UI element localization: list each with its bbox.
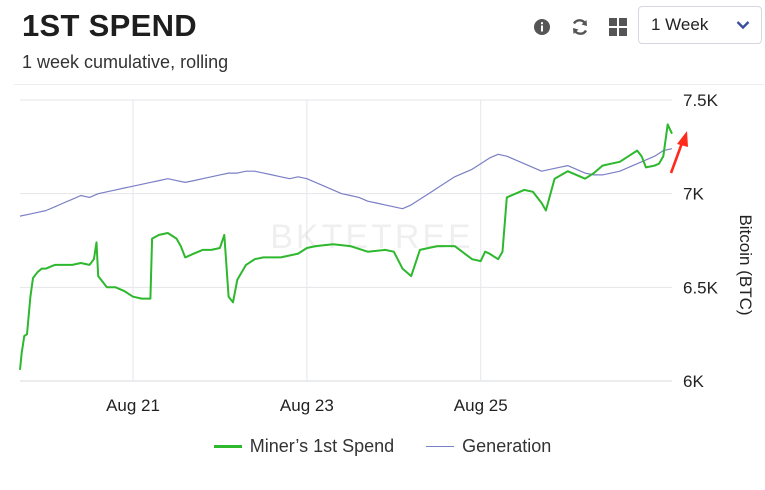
refresh-icon[interactable]	[565, 12, 595, 42]
red-arrow-icon	[669, 131, 688, 174]
x-tick-label: Aug 21	[106, 396, 160, 415]
page-subtitle: 1 week cumulative, rolling	[22, 52, 229, 72]
x-axis-ticks: Aug 21 Aug 23 Aug 25	[106, 396, 508, 415]
grid-lines	[20, 99, 672, 382]
header-divider	[14, 84, 764, 85]
x-tick-label: Aug 25	[454, 396, 508, 415]
legend-swatch-miner-spend	[213, 445, 242, 448]
grid-icon[interactable]	[603, 12, 633, 42]
y-axis-ticks: 6K 6.5K 7K 7.5K	[683, 91, 719, 391]
y-axis-label: Bitcoin (BTC)	[736, 214, 755, 315]
y-tick-label: 7K	[683, 185, 704, 204]
chevron-down-icon	[735, 17, 751, 33]
page-title: 1ST SPEND	[22, 8, 197, 43]
info-icon[interactable]	[527, 12, 557, 42]
legend-item-generation[interactable]: Generation	[426, 436, 551, 457]
y-tick-label: 7.5K	[683, 91, 719, 110]
x-tick-label: Aug 23	[280, 396, 334, 415]
legend-swatch-generation	[426, 446, 455, 447]
legend-item-miner-spend[interactable]: Miner’s 1st Spend	[213, 436, 395, 457]
legend-label-generation: Generation	[462, 436, 552, 456]
y-tick-label: 6.5K	[683, 278, 719, 297]
range-select-value: 1 Week	[651, 15, 709, 34]
series-line-miner-spend	[19, 123, 673, 370]
y-tick-label: 6K	[683, 372, 704, 391]
chart-toolbar	[527, 10, 633, 44]
series-line-generation	[19, 148, 673, 217]
legend-label-miner-spend: Miner’s 1st Spend	[249, 436, 395, 456]
chart-legend: Miner’s 1st Spend Generation	[0, 436, 765, 457]
range-select[interactable]: 1 Week	[638, 6, 762, 44]
series-lines	[19, 123, 673, 370]
